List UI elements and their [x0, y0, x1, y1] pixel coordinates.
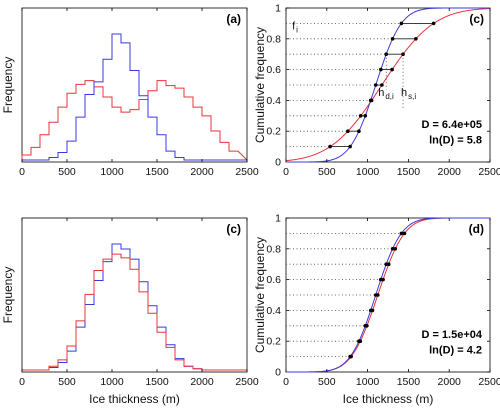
- panel-d-ylabel: Cumulative frequency: [253, 237, 267, 353]
- panel-c-top-quantile-point: [358, 114, 363, 118]
- panel-c-cumulative: 0 0.2 0.4 0.6 0.8 1 fi hd,i hs,i D = 6.4e+05 ln(D)…: [253, 3, 500, 179]
- panel-c-bottom-plot-frame: [21, 217, 248, 373]
- panel-d-stat-lnd: ln(D) = 4.2: [429, 345, 482, 357]
- panel-d-xlabel: Ice thickness (m): [343, 392, 434, 406]
- panel-c-top-ytick-label: 1: [275, 3, 281, 15]
- panel-c-top-annotation-f-sub: i: [296, 26, 298, 35]
- panel-c-top-cdf-blue-1: [286, 7, 490, 163]
- panel-c-top-ytick-label: 0: [275, 157, 281, 169]
- panel-c-top-stat-lnd: ln(D) = 5.8: [429, 135, 482, 147]
- panel-c-top-quantile-point: [380, 83, 384, 87]
- panel-c-top-ylabel: Cumulative frequency: [253, 27, 267, 143]
- panel-c-top-quantile-point: [363, 114, 368, 118]
- panel-d-xtick-label: 2500: [478, 376, 500, 388]
- panel-d-quantile-point: [393, 247, 398, 251]
- panel-d-xtick-label: 2000: [438, 376, 462, 388]
- panel-c-top-quantile-point: [357, 129, 361, 133]
- panel-c-top-ytick-label: 0.8: [266, 33, 281, 45]
- panel-a-xtick-label: 500: [58, 166, 76, 178]
- panel-c-top-quantile-point: [348, 144, 352, 149]
- panel-c-top-annotation-hs: hs,i: [401, 87, 416, 101]
- panel-c-top-quantile-point: [399, 21, 404, 26]
- panel-c-top-cdf-red-0: [285, 8, 491, 162]
- panel-c-top-xtick-label: 2500: [478, 166, 500, 178]
- panel-d-ytick-label: 0: [275, 367, 281, 379]
- panel-c-top-stat-d: D = 6.4e+05: [421, 119, 482, 131]
- panel-d-stat-d: D = 1.5e+04: [421, 329, 482, 341]
- panel-d-ytick-label: 0.2: [266, 336, 281, 348]
- panel-d-ytick-label: 0.8: [266, 243, 281, 255]
- panel-c-top-ytick-label: 0.6: [266, 64, 281, 76]
- panel-a-plot-frame: [21, 7, 248, 163]
- panel-c-top-annotation-hd-sub: d,i: [385, 92, 394, 101]
- panel-d-quantile-point: [357, 339, 361, 344]
- panel-c-top-xtick-label: 0: [283, 166, 289, 178]
- panel-c-top-xtick-label: 1000: [356, 166, 380, 178]
- panel-a-ylabel: Frequency: [1, 57, 15, 114]
- panel-c-histogram: 0 500 1000 1500 2000 2500 Ice thickness (m) Fre…: [1, 217, 259, 406]
- panel-c-bottom-xlabel: Ice thickness (m): [89, 392, 180, 406]
- panel-d-quantile-point: [402, 231, 407, 236]
- panel-c-top-annotation-hs-sub: s,i: [408, 92, 416, 101]
- panel-c-bottom-xtick-label: 1500: [145, 376, 169, 388]
- panel-c-bottom-xtick-label: 0: [19, 376, 25, 388]
- panel-d-quantile-point: [348, 354, 352, 359]
- panel-c-top-quantile-point: [379, 67, 383, 72]
- panel-d-ytick-label: 0.6: [266, 274, 281, 286]
- panel-a-xtick-label: 2000: [190, 166, 214, 178]
- panel-d-quantile-point: [368, 308, 373, 313]
- panel-c-bottom-xtick-label: 2500: [235, 376, 259, 388]
- panel-d-panel-label: (d): [469, 222, 484, 236]
- panel-d-quantile-point: [363, 324, 368, 328]
- panel-c-top-xtick-label: 1500: [397, 166, 421, 178]
- panel-c-top-xtick-label: 2000: [438, 166, 462, 178]
- panel-a-histogram: 0 500 1000 1500 2000 2500 Frequency (a): [1, 7, 259, 178]
- panel-c-bottom-series-blue-0: [22, 243, 247, 371]
- panel-d-cdf-blue-1: [286, 217, 490, 373]
- panel-d-cumulative: 0 0.2 0.4 0.6 0.8 1 D = 1.5e+04 ln(D) = 4.2 0 500…: [253, 213, 500, 407]
- panel-c-top-quantile-point: [431, 21, 436, 26]
- panel-c-top-annotation-f: fi: [292, 21, 298, 35]
- panel-d-quantile-point: [399, 231, 404, 236]
- panel-a-xtick-label: 2500: [235, 166, 259, 178]
- panel-c-top-panel-label: (c): [469, 12, 484, 26]
- panel-d-xtick-label: 1500: [397, 376, 421, 388]
- panel-d-xtick-label: 1000: [356, 376, 380, 388]
- panel-d-quantile-point: [373, 293, 378, 297]
- panel-a-xtick-label: 1500: [145, 166, 169, 178]
- panel-a-xtick-label: 1000: [100, 166, 124, 178]
- panel-c-top-ytick-label: 0.2: [266, 126, 281, 138]
- panel-c-top-quantile-point: [328, 144, 332, 149]
- panel-c-bottom-xtick-label: 1000: [100, 376, 124, 388]
- panel-c-bottom-series-red-1: [22, 253, 247, 371]
- panel-c-top-quantile-point: [373, 83, 378, 87]
- panel-a-series-blue-1: [22, 33, 247, 161]
- panel-c-top-xtick-label: 500: [318, 166, 336, 178]
- panel-d-ytick-label: 0.4: [266, 305, 281, 317]
- panel-d-xtick-label: 0: [283, 376, 289, 388]
- panel-c-bottom-panel-label: (c): [226, 222, 241, 236]
- panel-c-bottom-xtick-label: 500: [58, 376, 76, 388]
- panel-a-xtick-label: 0: [19, 166, 25, 178]
- panel-c-top-quantile-point: [390, 67, 394, 72]
- panel-d-ytick-label: 1: [275, 213, 281, 225]
- panel-d-quantile-point: [379, 277, 383, 282]
- panel-a-panel-label: (a): [226, 12, 241, 26]
- panel-a-series-red-0: [21, 80, 248, 161]
- panel-d-quantile-point: [384, 262, 389, 267]
- panel-c-top-quantile-point: [390, 37, 395, 41]
- panel-c-bottom-ylabel: Frequency: [1, 267, 15, 324]
- panel-c-top-quantile-point: [414, 37, 418, 41]
- panel-d-quantile-point: [386, 262, 391, 267]
- panel-d-xtick-label: 500: [318, 376, 336, 388]
- panel-c-top-annotation-hd: hd,i: [378, 87, 394, 101]
- panel-c-top-ytick-label: 0.4: [266, 95, 281, 107]
- panel-c-top-quantile-point: [368, 98, 373, 103]
- panel-d-quantile-point: [390, 247, 395, 251]
- panel-c-bottom-xtick-label: 2000: [190, 376, 214, 388]
- panel-c-top-quantile-point: [346, 129, 350, 133]
